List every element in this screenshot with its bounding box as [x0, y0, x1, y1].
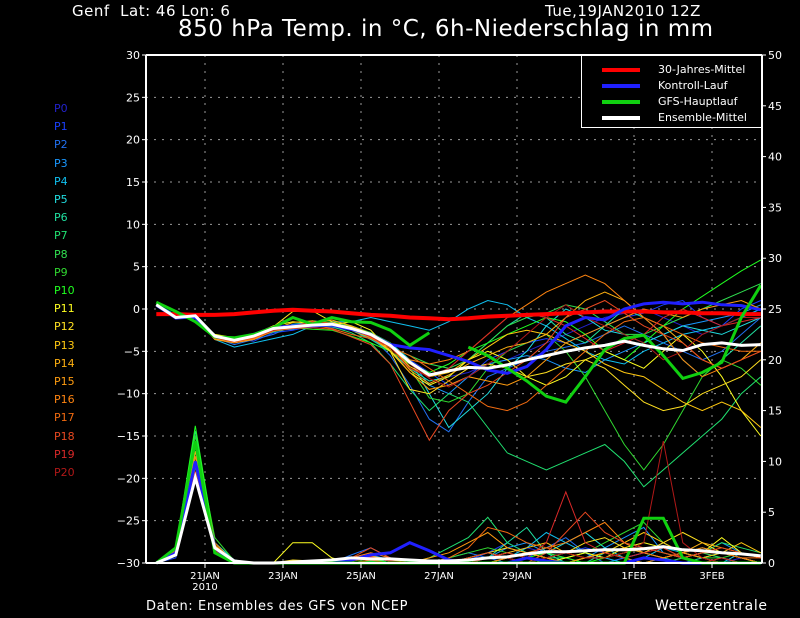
right-tick-label: 0 — [768, 557, 775, 570]
member-label-p1: P1 — [54, 120, 68, 134]
right-tick-label: 50 — [768, 49, 782, 62]
legend-item-climatology: 30-Jahres-Mittel — [582, 63, 761, 77]
left-tick-label: −10 — [117, 388, 140, 401]
grid-lines — [146, 55, 762, 563]
legend-swatch — [602, 100, 640, 104]
member-precip-line-p20 — [156, 441, 761, 564]
member-temp-line-p7 — [156, 305, 762, 488]
right-tick-label: 20 — [768, 354, 782, 367]
x-tick-sublabel: 2010 — [192, 582, 217, 593]
legend-label: GFS-Hauptlauf — [658, 95, 738, 108]
right-tick-label: 15 — [768, 405, 782, 418]
member-label-p4: P4 — [54, 174, 68, 188]
right-tick-label: 25 — [768, 303, 782, 316]
left-tick-label: −30 — [117, 557, 140, 570]
member-precip-line-p7 — [155, 430, 761, 564]
right-tick-label: 10 — [768, 455, 782, 468]
right-tick-label: 35 — [768, 201, 782, 214]
member-temp-line-p2 — [156, 304, 762, 433]
left-tick-label: 15 — [126, 176, 140, 189]
chart-title: 850 hPa Temp. in °C, 6h-Niederschlag in … — [178, 16, 714, 42]
left-tick-label: −20 — [117, 472, 140, 485]
x-tick-label: 23JAN — [268, 571, 298, 582]
legend-label: Kontroll-Lauf — [658, 79, 728, 92]
mean-temp-line — [155, 303, 761, 377]
member-label-p6: P6 — [54, 211, 68, 225]
member-label-p8: P8 — [54, 247, 68, 261]
gfs-precip-line — [155, 440, 761, 565]
member-label-p9: P9 — [54, 265, 68, 279]
member-label-p16: P16 — [54, 393, 75, 407]
member-temp-line-p18 — [156, 299, 761, 442]
member-precip-line-p5 — [156, 441, 761, 564]
x-tick-label: 21JAN — [190, 571, 220, 582]
member-label-p11: P11 — [54, 302, 75, 316]
member-label-p20: P20 — [54, 466, 75, 479]
legend-item-gfs: GFS-Hauptlauf — [582, 95, 761, 109]
member-label-p7: P7 — [54, 229, 68, 243]
right-tick-label: 30 — [768, 252, 782, 265]
member-temp-line-p4 — [156, 299, 761, 365]
data-source-label: Daten: Ensembles des GFS von NCEP — [146, 599, 409, 614]
right-tick-label: 5 — [768, 506, 775, 519]
x-tick-label: 1FEB — [621, 571, 646, 582]
member-label-p14: P14 — [54, 356, 75, 370]
left-tick-label: −5 — [124, 345, 140, 358]
legend-swatch — [602, 116, 640, 120]
member-label-p18: P18 — [54, 429, 75, 443]
member-label-p10: P10 — [54, 284, 75, 297]
left-tick-label: 20 — [126, 134, 140, 147]
member-label-p3: P3 — [54, 156, 68, 170]
member-temp-line-p16 — [156, 274, 761, 378]
left-tick-label: −25 — [117, 515, 140, 528]
left-tick-label: −15 — [117, 430, 140, 443]
left-tick-label: 25 — [126, 91, 140, 104]
legend-swatch — [602, 84, 640, 88]
member-label-p13: P13 — [54, 338, 75, 352]
member-precip-line-p9 — [156, 435, 761, 564]
axes: −30 −25 −20 −15 −10 −5 0 5 10 15 20 25 30 0 5 10 15 20 25 3… — [117, 49, 782, 593]
main-series-lines — [155, 284, 763, 565]
location-label: Genf Lat: 46 Lon: 6 — [72, 2, 231, 20]
left-tick-label: 0 — [133, 303, 140, 316]
run-time-label: Tue,19JAN2010 12Z — [545, 2, 701, 20]
x-tick-label: 27JAN — [424, 571, 454, 582]
legend-swatch — [602, 68, 640, 72]
ensemble-member-lines — [155, 259, 762, 564]
member-label-p0: P0 — [54, 102, 68, 115]
member-label-p17: P17 — [54, 411, 75, 425]
x-tick-label: 3FEB — [699, 571, 724, 582]
member-label-p5: P5 — [54, 193, 68, 206]
legend-label: 30-Jahres-Mittel — [658, 63, 746, 76]
member-label-p19: P19 — [54, 447, 75, 461]
member-label-p12: P12 — [54, 320, 75, 334]
member-label-p2: P2 — [54, 138, 68, 152]
climatology-line — [156, 307, 761, 322]
x-tick-label: 29JAN — [502, 571, 532, 582]
right-tick-label: 45 — [768, 100, 782, 113]
legend-item-mean: Ensemble-Mittel — [582, 111, 761, 125]
legend-item-control: Kontroll-Lauf — [582, 79, 761, 93]
legend-label: Ensemble-Mittel — [658, 111, 747, 124]
legend: 30-Jahres-Mittel Kontroll-Lauf GFS-Haupt… — [581, 55, 762, 128]
left-tick-label: 10 — [126, 218, 140, 231]
brand-label: Wetterzentrale — [655, 598, 768, 614]
left-tick-label: 30 — [126, 49, 140, 62]
left-tick-label: 5 — [133, 261, 140, 274]
x-tick-label: 25JAN — [346, 571, 376, 582]
member-label-p15: P15 — [54, 375, 75, 388]
right-tick-label: 40 — [768, 151, 782, 164]
